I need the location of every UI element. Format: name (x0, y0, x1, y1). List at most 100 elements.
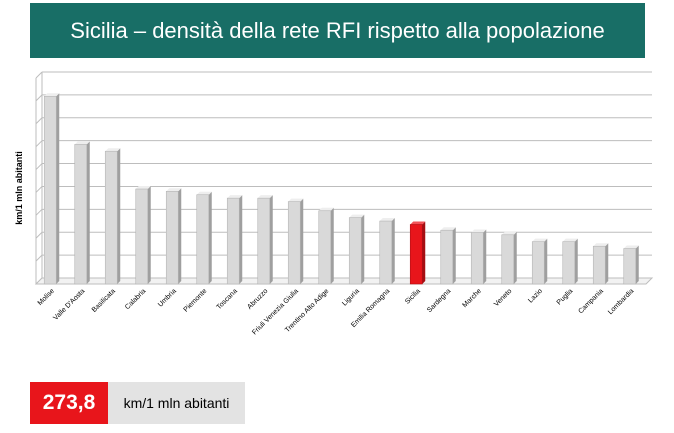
bar-face (196, 194, 210, 285)
bar-top (288, 198, 304, 202)
bar-top (532, 238, 548, 242)
chart-title: Sicilia – densità della rete RFI rispett… (70, 17, 605, 43)
bar-face (287, 201, 301, 285)
bar-molise (43, 93, 60, 285)
bar-side (330, 207, 334, 284)
x-tick-label: Umbria (157, 288, 178, 309)
bar-top (471, 229, 487, 233)
x-tick-label: Marche (462, 288, 484, 310)
bar-top (440, 227, 456, 231)
x-tick-label: Veneto (493, 288, 513, 308)
chart-floor (34, 277, 654, 285)
x-tick-label: Molise (37, 288, 56, 307)
bar-piemonte (196, 191, 212, 285)
bar-side (117, 148, 121, 284)
highlight-value-box: 273,8 (30, 382, 108, 424)
bar-top (166, 188, 182, 192)
bar-side (208, 191, 212, 284)
bar-face (318, 210, 332, 285)
x-tick-label: Calabria (124, 288, 147, 311)
bar-face (348, 217, 362, 285)
bar-basilicata (104, 148, 121, 285)
bar-top (349, 214, 365, 218)
bar-top (379, 218, 395, 222)
bar-top (105, 148, 121, 152)
bar-face (226, 197, 240, 285)
bar-side (86, 141, 90, 284)
bar-face (470, 232, 484, 285)
bar-face (440, 229, 454, 285)
bar-top (623, 245, 639, 249)
x-tick-label: Basilicata (91, 288, 117, 314)
bar-top (227, 195, 243, 199)
bar-top (74, 141, 90, 145)
bar-puglia (562, 238, 578, 285)
bar-side (422, 221, 426, 284)
x-tick-label: Campania (577, 288, 605, 316)
bar-side (178, 188, 182, 284)
bar-face (592, 245, 606, 285)
x-tick-label: Piemonte (183, 288, 209, 314)
bar-side (544, 238, 548, 284)
gridline-depth (35, 208, 43, 216)
bar-top (562, 238, 578, 242)
bar-face (135, 188, 149, 285)
bar-sardegna (440, 227, 456, 285)
bar-side (452, 227, 456, 284)
bar-campania (592, 243, 609, 285)
bar-side (391, 218, 395, 284)
gridline-depth (35, 254, 43, 262)
gridline-depth (35, 94, 43, 102)
highlight-unit: km/1 mln abitanti (123, 395, 230, 411)
bar-top (410, 221, 426, 225)
bar-face (74, 144, 88, 285)
bar-lazio (531, 238, 548, 285)
bar-side (56, 93, 60, 284)
bar-trentino-alto-adige (318, 207, 334, 285)
bar-friuli-venezia-giulia (287, 198, 304, 285)
bar-face (531, 241, 545, 285)
gridline-depth (35, 186, 43, 193)
bar-top (318, 207, 334, 211)
x-tick-label: Lazio (527, 288, 544, 305)
bar-face (104, 150, 118, 285)
bar-face (562, 241, 576, 285)
bar-top (593, 243, 609, 247)
bar-umbria (165, 188, 182, 285)
bar-side (147, 186, 151, 284)
bar-veneto (501, 231, 517, 285)
bar-liguria (348, 214, 365, 285)
bar-face (43, 96, 57, 285)
x-tick-label: Sardegna (426, 288, 452, 314)
bar-side (513, 231, 517, 284)
bar-face (409, 224, 423, 285)
x-tick-label: Liguria (341, 288, 361, 308)
x-tick-label: Abruzzo (246, 288, 269, 311)
bar-sicilia (409, 221, 426, 285)
bar-lombardia (623, 245, 639, 285)
bar-marche (470, 229, 487, 285)
bar-side (239, 195, 243, 284)
bar-side (574, 238, 578, 284)
bar-emilia-romagna (379, 218, 395, 285)
bar-side (605, 243, 609, 284)
gridline-depth (35, 231, 43, 239)
x-tick-label: Puglia (556, 288, 575, 307)
x-tick-label: Valle D'Aosta (52, 288, 86, 322)
gridline-depth (35, 117, 43, 125)
bar-side (300, 198, 304, 284)
x-tick-label: Toscana (216, 288, 239, 311)
title-banner: Sicilia – densità della rete RFI rispett… (30, 3, 645, 58)
bar-toscana (226, 195, 243, 285)
bar-valle-d-aosta (74, 141, 90, 285)
bar-top (135, 186, 151, 190)
highlight-value: 273,8 (42, 391, 96, 414)
gridline-depth (35, 71, 43, 79)
gridline-depth (35, 163, 43, 170)
bar-side (269, 195, 273, 284)
y-axis-title: km/1 mln abitanti (14, 151, 24, 225)
bar-top (501, 231, 517, 235)
bar-face (379, 220, 393, 285)
highlight-unit-box: km/1 mln abitanti (108, 382, 245, 424)
